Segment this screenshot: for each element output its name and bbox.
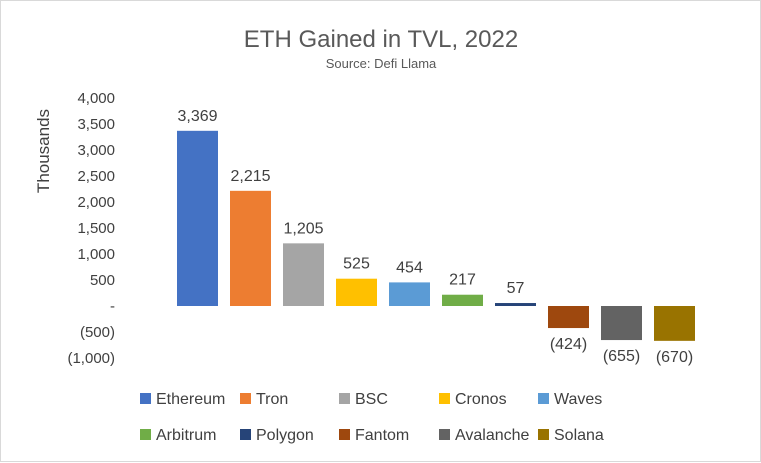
y-tick-label: 4,000 — [77, 90, 115, 107]
chart-subtitle: Source: Defi Llama — [326, 56, 437, 71]
chart-title: ETH Gained in TVL, 2022 — [244, 26, 518, 53]
legend-label-avalanche: Avalanche — [455, 427, 530, 444]
bar-solana — [654, 306, 695, 341]
data-label-bsc: 1,205 — [283, 220, 323, 237]
data-label-tron: 2,215 — [230, 168, 270, 185]
data-label-solana: (670) — [656, 349, 693, 366]
bar-avalanche — [601, 306, 642, 341]
legend-swatch-polygon — [240, 429, 251, 440]
legend-label-polygon: Polygon — [256, 427, 314, 444]
y-tick-label: 3,500 — [77, 116, 115, 133]
bars — [177, 130, 695, 341]
bar-fantom — [548, 306, 589, 329]
data-label-ethereum: 3,369 — [177, 108, 217, 125]
data-label-avalanche: (655) — [603, 348, 640, 365]
legend-label-ethereum: Ethereum — [156, 391, 225, 408]
legend-swatch-cronos — [439, 393, 450, 404]
legend-swatch-solana — [538, 429, 549, 440]
legend-swatch-waves — [538, 393, 549, 404]
y-tick-label: - — [110, 298, 115, 315]
data-labels: 3,369 2,215 1,205 525 454 217 57 (424) (655) (670… — [177, 108, 693, 366]
legend: Ethereum Tron BSC Cronos Waves Arbitrum Polygo… — [140, 391, 604, 444]
bar-arbitrum — [442, 294, 483, 306]
legend-label-arbitrum: Arbitrum — [156, 427, 216, 444]
bar-bsc — [283, 243, 324, 306]
y-tick-label: (1,000) — [67, 350, 115, 367]
legend-swatch-arbitrum — [140, 429, 151, 440]
legend-swatch-ethereum — [140, 393, 151, 404]
legend-swatch-avalanche — [439, 429, 450, 440]
bar-tron — [230, 190, 271, 306]
y-tick-label: 2,000 — [77, 194, 115, 211]
data-label-arbitrum: 217 — [449, 272, 476, 289]
legend-label-cronos: Cronos — [455, 391, 507, 408]
data-label-cronos: 525 — [343, 256, 370, 273]
bar-waves — [389, 282, 430, 306]
bar-polygon — [495, 303, 536, 306]
legend-swatch-tron — [240, 393, 251, 404]
data-label-fantom: (424) — [550, 336, 587, 353]
bar-ethereum — [177, 130, 218, 306]
y-tick-label: 1,000 — [77, 246, 115, 263]
legend-label-fantom: Fantom — [355, 427, 409, 444]
y-tick-label: 1,500 — [77, 220, 115, 237]
legend-label-tron: Tron — [256, 391, 288, 408]
bar-cronos — [336, 278, 377, 306]
legend-label-bsc: BSC — [355, 391, 388, 408]
y-axis-label: Thousands — [34, 109, 53, 193]
y-tick-label: (500) — [80, 324, 115, 341]
y-tick-label: 500 — [90, 272, 115, 289]
y-tick-label: 3,000 — [77, 142, 115, 159]
legend-label-solana: Solana — [554, 427, 604, 444]
data-label-polygon: 57 — [507, 280, 525, 297]
y-axis-ticks: 4,000 3,500 3,000 2,500 2,000 1,500 1,000 500 - (… — [67, 90, 115, 367]
y-tick-label: 2,500 — [77, 168, 115, 185]
legend-swatch-fantom — [339, 429, 350, 440]
legend-swatch-bsc — [339, 393, 350, 404]
legend-label-waves: Waves — [554, 391, 602, 408]
data-label-waves: 454 — [396, 259, 423, 276]
